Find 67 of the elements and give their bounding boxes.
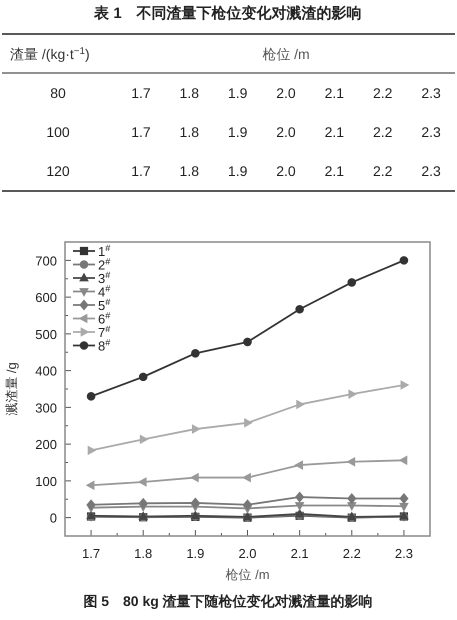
point bbox=[243, 338, 252, 346]
legend-label: 8$^{#}$ bbox=[98, 338, 112, 354]
point bbox=[243, 500, 252, 510]
legend-label: 5$^{#}$ bbox=[98, 297, 112, 313]
legend-label: 3$^{#}$ bbox=[98, 270, 112, 286]
y-tick-label: 100 bbox=[35, 474, 57, 489]
point bbox=[138, 372, 148, 382]
point bbox=[347, 493, 356, 504]
point bbox=[86, 500, 96, 510]
point bbox=[348, 390, 357, 399]
legend-label: 4$^{#}$ bbox=[98, 284, 112, 300]
point bbox=[346, 457, 356, 466]
text: 1.7 1.8 1.9 2.0 2.1 2.2 2.3 bbox=[131, 85, 441, 101]
text: 100 bbox=[46, 124, 70, 140]
x-tick-label: 1.9 bbox=[186, 546, 204, 561]
point bbox=[192, 424, 200, 434]
point bbox=[295, 502, 304, 510]
text: 图 5 80 kg 渣量下随枪位变化对溅渣量的影响 bbox=[83, 593, 373, 609]
point bbox=[295, 304, 304, 314]
point bbox=[88, 446, 96, 455]
point bbox=[244, 418, 252, 428]
y-axis-title: 溅渣量 /g bbox=[4, 362, 19, 416]
point bbox=[140, 434, 148, 444]
point bbox=[138, 478, 147, 486]
point bbox=[400, 256, 408, 265]
y-tick-label: 300 bbox=[35, 400, 57, 416]
y-tick-label: 400 bbox=[35, 364, 57, 379]
text: 1.7 1.8 1.9 2.0 2.1 2.2 2.3 bbox=[131, 163, 441, 179]
text: 枪位 /m bbox=[262, 46, 310, 62]
legend-label: 6$^{#}$ bbox=[98, 310, 112, 326]
legend-label: 1$^{#}$ bbox=[98, 243, 112, 259]
point bbox=[399, 493, 408, 504]
legend-label: 2$^{#}$ bbox=[98, 256, 112, 272]
text: 渣量 /(kg·t$^{−1}$) bbox=[10, 46, 90, 62]
x-tick-label: 1.8 bbox=[134, 546, 152, 561]
point bbox=[86, 392, 96, 401]
y-tick-label: 200 bbox=[35, 437, 57, 452]
y-tick-label: 0 bbox=[50, 510, 57, 526]
x-tick-label: 2.0 bbox=[238, 546, 257, 561]
point bbox=[190, 473, 199, 482]
point bbox=[242, 473, 251, 482]
text: 表 1 不同渣量下枪位变化对溅渣的影响 bbox=[93, 4, 362, 22]
point bbox=[400, 380, 409, 390]
point bbox=[399, 456, 408, 465]
text: 1.7 1.8 1.9 2.0 2.1 2.2 2.3 bbox=[131, 124, 441, 140]
x-axis-title: 枪位 /m bbox=[225, 567, 270, 582]
y-tick-label: 600 bbox=[35, 290, 57, 306]
x-tick-label: 2.2 bbox=[342, 546, 361, 561]
point bbox=[295, 509, 304, 518]
point bbox=[295, 492, 304, 502]
x-tick-label: 2.3 bbox=[394, 546, 413, 561]
legend-label: 7$^{#}$ bbox=[98, 324, 112, 340]
point bbox=[296, 400, 304, 409]
text: 120 bbox=[46, 163, 70, 179]
y-tick-label: 500 bbox=[35, 326, 57, 342]
point bbox=[191, 349, 200, 358]
point bbox=[399, 502, 408, 512]
point bbox=[347, 502, 356, 510]
point bbox=[190, 498, 200, 508]
x-tick-label: 1.7 bbox=[82, 546, 100, 561]
text: 80 bbox=[50, 85, 66, 101]
point bbox=[138, 498, 148, 508]
x-tick-label: 2.1 bbox=[290, 546, 309, 561]
y-tick-label: 700 bbox=[35, 253, 57, 268]
point bbox=[347, 278, 356, 287]
point bbox=[86, 480, 94, 490]
point bbox=[294, 460, 304, 470]
